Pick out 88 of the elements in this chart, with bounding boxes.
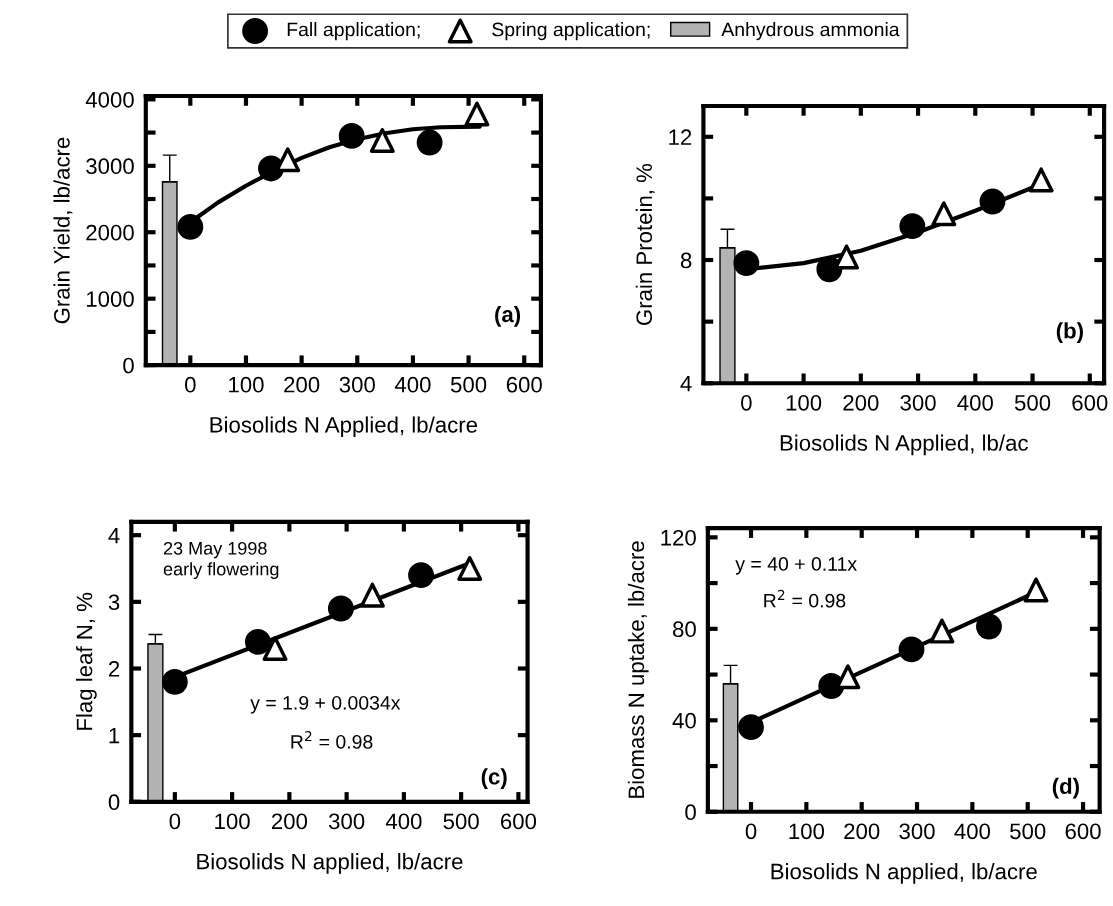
annotation: (c): [481, 768, 507, 789]
y-tick-label: 1000: [86, 291, 134, 307]
annotation: (d): [1052, 777, 1079, 799]
x-tick-label: 600: [1072, 394, 1108, 411]
point: [408, 562, 434, 589]
x-tick-label: 0: [745, 823, 757, 840]
x-tick-label: 500: [1010, 823, 1046, 840]
y-tick-label: 4: [680, 376, 692, 392]
x-tick-label: 300: [328, 813, 365, 830]
legend-label: Anhydrous ammonia: [721, 22, 900, 41]
point: [898, 636, 925, 663]
y-tick-label: 8: [680, 252, 692, 269]
annotation: y = 1.9 + 0.0034x: [250, 695, 401, 714]
point: [1023, 577, 1049, 603]
point: [931, 201, 957, 227]
y-tick-label: 3: [108, 594, 120, 611]
point: [327, 595, 354, 622]
y-tick-label: 0: [108, 794, 120, 811]
x-tick-label: 0: [185, 376, 196, 393]
x-tick-label: 400: [394, 376, 431, 393]
y-tick-label: 40: [672, 712, 696, 729]
y-axis-title: Biomass N uptake, lb/acre: [627, 541, 649, 798]
x-tick-label: 600: [500, 813, 537, 830]
x-tick-label: 600: [506, 376, 542, 393]
point: [976, 613, 1002, 640]
y-tick-label: 12: [669, 129, 692, 145]
y-tick-label: 2000: [86, 224, 134, 241]
y-tick-label: 120: [661, 529, 696, 546]
x-tick-label: 600: [1065, 823, 1101, 840]
y-axis-title: Grain Protein, %: [635, 163, 655, 326]
y-tick-label: 1: [109, 727, 120, 744]
legend-label: Spring application;: [492, 22, 650, 41]
x-tick-label: 300: [339, 376, 375, 393]
point: [338, 122, 365, 149]
annotation: 23 May 1998 early flowering: [163, 541, 279, 580]
x-tick-label: 400: [957, 394, 993, 411]
point: [161, 668, 188, 695]
point: [416, 129, 443, 156]
x-tick-label: 0: [741, 394, 752, 411]
y-tick-label: 4: [108, 527, 120, 544]
point: [979, 188, 1006, 215]
y-axis-title: Grain Yield, lb/acre: [53, 137, 73, 324]
point: [464, 101, 490, 127]
point: [244, 628, 271, 655]
point: [177, 213, 204, 240]
point: [834, 244, 860, 270]
annotation: (a): [495, 305, 521, 327]
x-tick-label: 200: [844, 823, 880, 840]
y-tick-label: 80: [673, 621, 696, 638]
x-tick-label: 300: [900, 394, 936, 411]
x-tick-label: 100: [786, 394, 822, 411]
x-tick-label: 300: [899, 823, 935, 840]
point: [262, 636, 288, 661]
x-tick-label: 100: [229, 376, 264, 393]
x-tick-label: 200: [284, 376, 320, 393]
point: [899, 213, 926, 240]
x-axis-title: Biosolids N Applied, lb/acre: [210, 416, 478, 438]
y-tick-label: 3000: [86, 158, 134, 175]
y-tick-label: 4000: [85, 91, 134, 108]
y-axis-title: Flag leaf N, %: [76, 592, 97, 730]
y-tick-label: 2: [108, 661, 120, 677]
point: [733, 250, 760, 277]
x-tick-label: 0: [169, 813, 181, 830]
x-tick-label: 200: [843, 394, 879, 411]
point: [738, 714, 764, 741]
point: [359, 582, 385, 608]
x-axis-title: Biosolids N applied, lb/acre: [197, 853, 463, 874]
legend-label: Fall application;: [287, 22, 420, 41]
point: [929, 618, 955, 644]
x-tick-label: 400: [954, 823, 991, 840]
x-axis-title: Biosolids N applied, lb/acre: [771, 863, 1037, 884]
x-tick-label: 500: [443, 813, 479, 830]
annotation: y = 40 + 0.11x: [735, 557, 857, 575]
point: [457, 556, 483, 582]
point: [369, 128, 395, 154]
x-axis-title: Biosolids N Applied, lb/ac: [780, 434, 1028, 456]
x-tick-label: 500: [450, 376, 487, 393]
x-tick-label: 400: [385, 813, 422, 830]
y-tick-label: 0: [123, 357, 134, 374]
x-tick-label: 100: [215, 813, 250, 830]
x-tick-label: 500: [1014, 394, 1051, 411]
point: [1028, 167, 1054, 193]
x-tick-label: 200: [271, 813, 308, 830]
point: [816, 256, 843, 283]
annotation: R$^{2}$ = 0.98: [764, 589, 846, 608]
annotation: (b): [1056, 322, 1083, 343]
x-tick-label: 100: [789, 823, 825, 840]
annotation: R$^{2}$ = 0.98: [291, 731, 373, 749]
